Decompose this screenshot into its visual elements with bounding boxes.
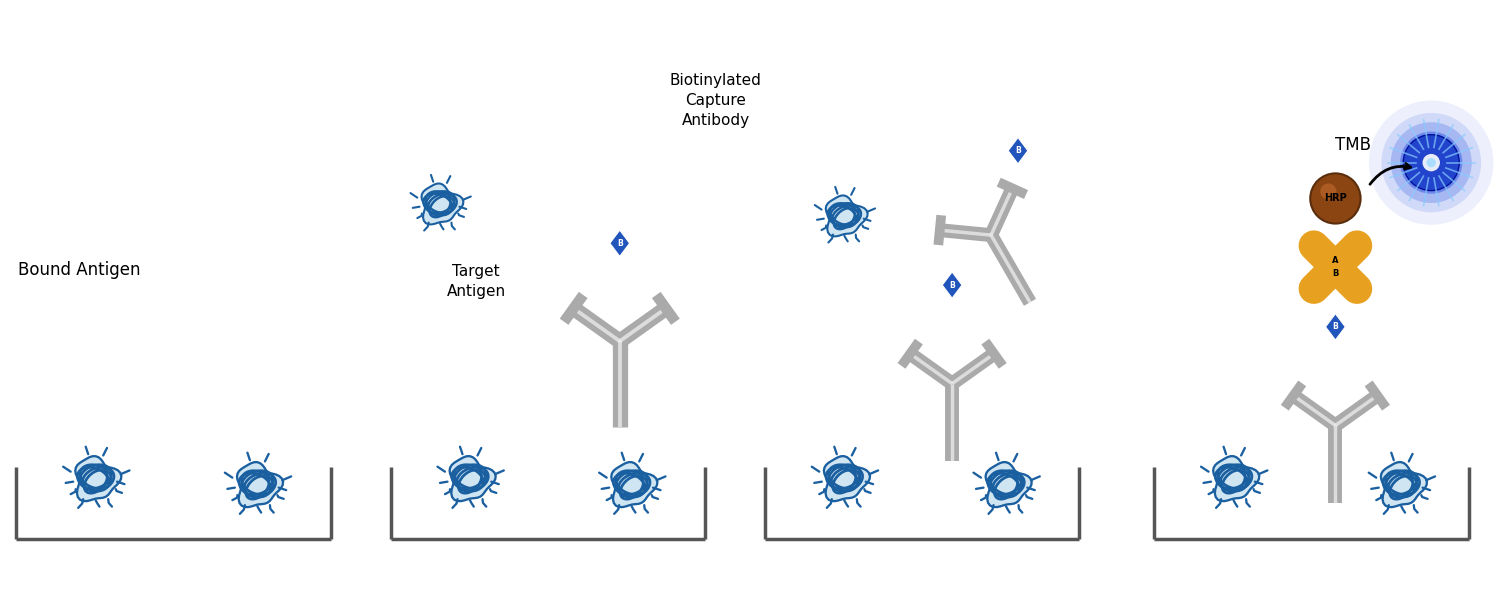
Circle shape (1400, 131, 1462, 194)
Polygon shape (942, 272, 962, 298)
Polygon shape (610, 230, 630, 256)
Circle shape (1390, 122, 1472, 203)
Polygon shape (441, 449, 498, 505)
Text: Target
Antigen: Target Antigen (447, 264, 506, 299)
Polygon shape (68, 449, 123, 505)
Text: HRP: HRP (1324, 193, 1347, 203)
Text: B: B (1332, 322, 1338, 331)
Text: B: B (1332, 269, 1338, 278)
Text: TMB: TMB (1335, 136, 1371, 154)
Polygon shape (1214, 456, 1260, 501)
Polygon shape (816, 449, 872, 505)
Polygon shape (237, 462, 284, 507)
Polygon shape (75, 456, 122, 501)
Polygon shape (612, 462, 657, 507)
Polygon shape (450, 456, 495, 501)
Polygon shape (825, 196, 867, 236)
Circle shape (1320, 184, 1336, 199)
Polygon shape (819, 190, 870, 239)
Polygon shape (986, 462, 1032, 507)
Circle shape (1382, 113, 1480, 212)
Polygon shape (1372, 455, 1430, 511)
Polygon shape (414, 178, 465, 227)
Polygon shape (1326, 314, 1346, 340)
Polygon shape (603, 455, 660, 511)
Polygon shape (1008, 137, 1028, 164)
Circle shape (1402, 134, 1460, 191)
Polygon shape (230, 455, 285, 511)
Circle shape (1311, 173, 1360, 224)
Circle shape (1426, 158, 1436, 167)
Polygon shape (1204, 449, 1262, 505)
Circle shape (1370, 101, 1494, 225)
Text: A: A (1332, 256, 1338, 265)
Polygon shape (978, 455, 1034, 511)
Text: Bound Antigen: Bound Antigen (18, 261, 141, 279)
Polygon shape (824, 456, 870, 501)
Circle shape (1422, 154, 1440, 172)
Polygon shape (1382, 462, 1426, 507)
Text: B: B (1016, 146, 1022, 155)
Polygon shape (422, 184, 464, 224)
Text: Biotinylated
Capture
Antibody: Biotinylated Capture Antibody (669, 73, 762, 128)
Text: B: B (950, 281, 956, 290)
Text: B: B (616, 239, 622, 248)
